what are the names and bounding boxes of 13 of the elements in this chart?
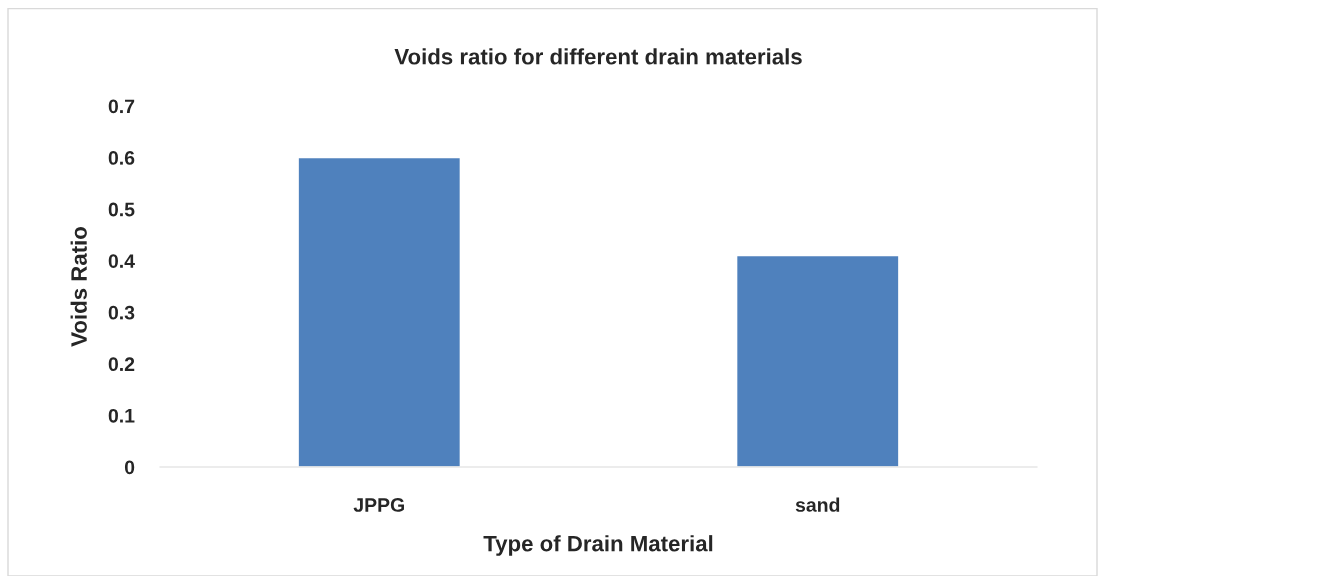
x-tick-label: JPPG (353, 498, 404, 512)
y-tick-label: 0.3 (108, 305, 135, 320)
y-axis-title: Voids Ratio (70, 227, 87, 347)
chart-title: Voids ratio for different drain materials (394, 48, 802, 65)
y-tick-label: 0.1 (108, 408, 135, 423)
y-tick-label: 0.5 (108, 202, 135, 217)
y-tick-label: 0.6 (108, 151, 135, 165)
y-tick-label: 0 (124, 460, 135, 475)
y-tick-label: 0.4 (108, 254, 135, 268)
y-tick-label: 0.2 (108, 357, 135, 372)
x-axis-title: Type of Drain Material (483, 535, 713, 556)
x-tick-label: sand (795, 497, 840, 512)
y-tick-label: 0.7 (108, 99, 135, 114)
